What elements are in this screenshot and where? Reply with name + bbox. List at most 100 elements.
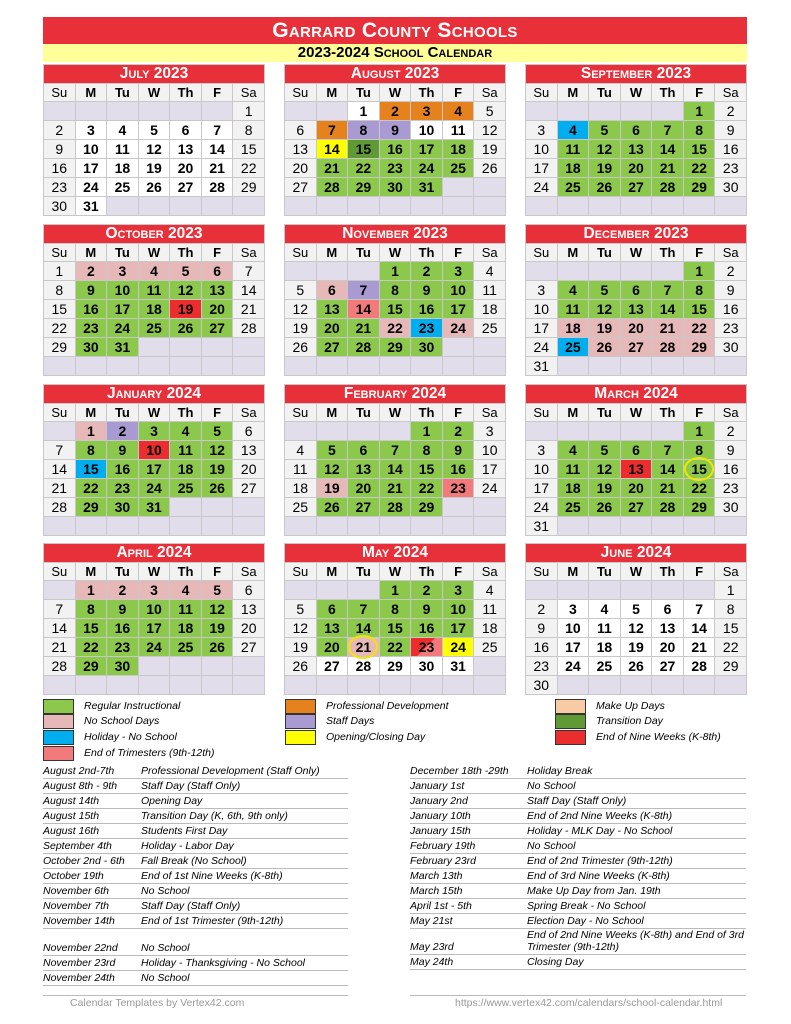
day-cell[interactable]: 22 — [715, 638, 746, 656]
day-cell[interactable]: 18 — [138, 300, 170, 318]
day-cell[interactable]: 16 — [107, 619, 138, 637]
day-cell[interactable]: 23 — [75, 319, 107, 337]
day-cell[interactable]: 1 — [683, 422, 715, 440]
day-cell[interactable]: 28 — [683, 657, 715, 675]
day-cell[interactable]: 17 — [442, 619, 474, 637]
day-cell[interactable]: 18 — [285, 479, 316, 497]
day-cell[interactable]: 30 — [715, 338, 746, 356]
day-cell[interactable]: 5 — [620, 600, 652, 618]
day-cell[interactable]: 8 — [379, 281, 411, 299]
footer-credit[interactable]: Calendar Templates by Vertex42.com — [43, 995, 348, 1009]
day-cell[interactable]: 12 — [201, 441, 233, 459]
day-cell[interactable]: 27 — [316, 657, 348, 675]
day-cell[interactable]: 22 — [44, 319, 75, 337]
day-cell[interactable]: 1 — [75, 581, 107, 599]
day-cell[interactable]: 12 — [316, 460, 348, 478]
day-cell[interactable]: 27 — [620, 338, 652, 356]
day-cell[interactable]: 9 — [107, 441, 138, 459]
day-cell[interactable]: 14 — [652, 460, 683, 478]
day-cell[interactable]: 11 — [138, 281, 170, 299]
day-cell[interactable]: 12 — [170, 281, 201, 299]
day-cell[interactable]: 16 — [411, 619, 442, 637]
day-cell[interactable]: 16 — [715, 140, 746, 158]
day-cell[interactable]: 22 — [75, 479, 107, 497]
day-cell[interactable]: 15 — [75, 619, 107, 637]
day-cell[interactable]: 2 — [75, 262, 107, 280]
day-cell[interactable]: 26 — [316, 498, 348, 516]
day-cell[interactable]: 29 — [379, 338, 411, 356]
day-cell[interactable]: 9 — [715, 441, 746, 459]
day-cell[interactable]: 21 — [652, 479, 683, 497]
day-cell[interactable]: 23 — [715, 479, 746, 497]
day-cell[interactable]: 13 — [233, 441, 264, 459]
day-cell[interactable]: 31 — [107, 338, 138, 356]
day-cell[interactable]: 19 — [285, 319, 316, 337]
day-cell[interactable]: 11 — [170, 441, 201, 459]
day-cell[interactable]: 14 — [652, 300, 683, 318]
day-cell[interactable]: 20 — [233, 460, 264, 478]
day-cell[interactable]: 20 — [170, 159, 201, 177]
day-cell[interactable]: 16 — [526, 638, 557, 656]
day-cell[interactable]: 23 — [411, 319, 442, 337]
day-cell[interactable]: 4 — [170, 422, 201, 440]
day-cell[interactable]: 23 — [107, 638, 138, 656]
day-cell[interactable]: 17 — [526, 479, 557, 497]
day-cell[interactable]: 1 — [379, 581, 411, 599]
day-cell[interactable]: 2 — [715, 422, 746, 440]
day-cell[interactable]: 7 — [683, 600, 715, 618]
day-cell[interactable]: 30 — [411, 338, 442, 356]
day-cell[interactable]: 4 — [474, 581, 505, 599]
day-cell[interactable]: 9 — [107, 600, 138, 618]
day-cell[interactable]: 14 — [348, 300, 379, 318]
day-cell[interactable]: 15 — [683, 140, 715, 158]
day-cell[interactable]: 18 — [557, 159, 589, 177]
day-cell[interactable]: 15 — [348, 140, 379, 158]
day-cell[interactable]: 7 — [652, 441, 683, 459]
day-cell[interactable]: 18 — [170, 619, 201, 637]
day-cell[interactable]: 30 — [75, 338, 107, 356]
day-cell[interactable]: 2 — [107, 581, 138, 599]
day-cell[interactable]: 6 — [348, 441, 379, 459]
day-cell[interactable]: 9 — [44, 140, 75, 158]
day-cell[interactable]: 8 — [411, 441, 442, 459]
day-cell[interactable]: 21 — [379, 479, 411, 497]
day-cell[interactable]: 16 — [44, 159, 75, 177]
day-cell[interactable]: 8 — [348, 121, 379, 139]
day-cell[interactable]: 10 — [526, 140, 557, 158]
day-cell[interactable]: 13 — [348, 460, 379, 478]
day-cell[interactable]: 23 — [379, 159, 411, 177]
day-cell[interactable]: 12 — [201, 600, 233, 618]
day-cell[interactable]: 13 — [620, 300, 652, 318]
day-cell[interactable]: 19 — [170, 300, 201, 318]
day-cell[interactable]: 13 — [170, 140, 201, 158]
day-cell[interactable]: 9 — [411, 281, 442, 299]
day-cell[interactable]: 25 — [442, 159, 474, 177]
day-cell[interactable]: 22 — [411, 479, 442, 497]
day-cell[interactable]: 6 — [620, 281, 652, 299]
day-cell[interactable]: 18 — [107, 159, 138, 177]
day-cell[interactable]: 14 — [316, 140, 348, 158]
day-cell[interactable]: 17 — [526, 159, 557, 177]
day-cell[interactable]: 31 — [411, 178, 442, 196]
day-cell[interactable]: 15 — [715, 619, 746, 637]
day-cell[interactable]: 20 — [316, 638, 348, 656]
day-cell[interactable]: 15 — [44, 300, 75, 318]
day-cell[interactable]: 1 — [233, 102, 264, 120]
day-cell[interactable]: 3 — [526, 121, 557, 139]
footer-url[interactable]: https://www.vertex42.com/calendars/schoo… — [410, 995, 746, 1009]
day-cell[interactable]: 27 — [620, 178, 652, 196]
day-cell[interactable]: 28 — [652, 178, 683, 196]
day-cell[interactable]: 27 — [233, 479, 264, 497]
day-cell[interactable]: 16 — [442, 460, 474, 478]
day-cell[interactable]: 4 — [285, 441, 316, 459]
day-cell[interactable]: 18 — [474, 619, 505, 637]
day-cell[interactable]: 8 — [379, 600, 411, 618]
day-cell[interactable]: 29 — [75, 657, 107, 675]
day-cell[interactable]: 8 — [715, 600, 746, 618]
day-cell[interactable]: 30 — [526, 676, 557, 694]
day-cell[interactable]: 24 — [138, 638, 170, 656]
day-cell[interactable]: 19 — [138, 159, 170, 177]
day-cell[interactable]: 25 — [474, 319, 505, 337]
day-cell[interactable]: 14 — [233, 281, 264, 299]
day-cell[interactable]: 22 — [75, 638, 107, 656]
